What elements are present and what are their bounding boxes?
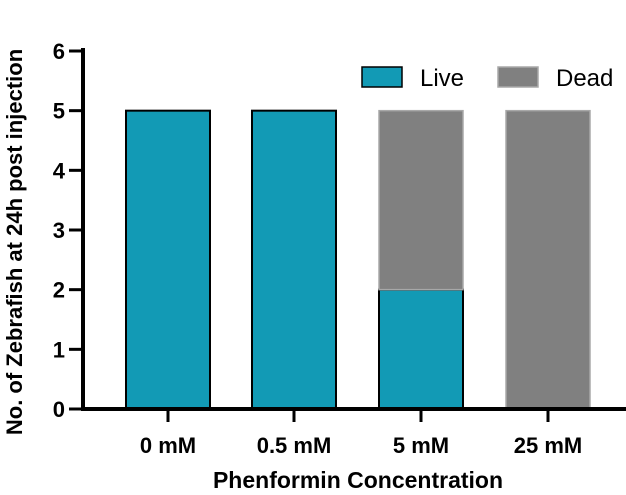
bar-dead-5-mm [378, 109, 464, 291]
legend-swatch-dead [497, 66, 539, 88]
x-tick-label: 0.5 mM [257, 433, 332, 458]
x-axis-title: Phenformin Concentration [213, 467, 503, 493]
y-tick-label: 6 [53, 39, 65, 64]
bar-live-0-5-mm [251, 109, 337, 411]
plot-area: 0 1 2 3 4 5 6 0 mM 0.5 mM 5 mM 25 mM Live Dead [53, 39, 626, 458]
bar-live-5-mm [378, 288, 464, 410]
x-tick-label: 5 mM [393, 433, 449, 458]
y-tick-label: 3 [53, 218, 65, 243]
legend-label-live: Live [420, 65, 464, 92]
y-tick-label: 4 [53, 158, 66, 183]
y-tick-label: 1 [53, 337, 65, 362]
y-tick-label: 5 [53, 99, 65, 124]
bar-dead-25-mm [505, 109, 591, 410]
x-tick-label: 25 mM [514, 433, 582, 458]
x-tick-label: 0 mM [140, 433, 196, 458]
legend-label-dead: Dead [556, 65, 613, 92]
y-axis-title: No. of Zebrafish at 24h post injection [2, 49, 27, 435]
y-tick-label: 0 [53, 397, 65, 422]
y-tick-label: 2 [53, 278, 65, 303]
legend-swatch-live [361, 66, 403, 88]
bar-live-0-mm [125, 109, 211, 411]
